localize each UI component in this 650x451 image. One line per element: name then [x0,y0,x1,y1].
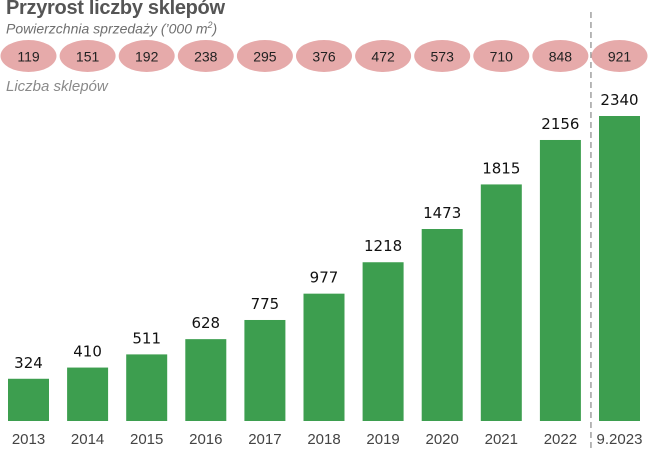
sales-area-ellipse [532,40,589,72]
bar [8,378,49,421]
bar-value-label: 1473 [423,204,461,222]
bar [185,339,227,421]
bar [126,354,168,421]
bar [599,116,640,421]
bar-value-label: 2156 [541,115,579,133]
bar-value-label: 324 [14,354,43,372]
sales-area-ellipse [473,40,530,72]
bar-value-label: 410 [73,343,102,361]
sales-area-value: 710 [490,49,514,65]
bar [303,293,345,421]
chart-subtitle: Powierzchnia sprzedaży (’000 m2) [6,20,217,37]
bar [539,139,581,421]
x-tick-label: 2017 [248,431,281,448]
bar-value-label: 775 [251,295,280,313]
bar-value-label: 1815 [482,159,520,177]
bar [67,367,109,421]
sales-area-value: 192 [135,49,159,65]
sales-area-ellipse [0,40,57,72]
sales-area-value: 151 [76,49,100,65]
subtitle-superscript: 2 [207,20,213,30]
bar-value-label: 977 [310,269,339,287]
sales-area-ellipse [414,40,471,72]
store-count-label: Liczba sklepów [6,78,108,95]
sales-area-value: 295 [253,49,277,65]
sales-area-value: 376 [312,49,336,65]
x-tick-label: 2020 [426,431,459,448]
x-tick-label: 2015 [130,431,163,448]
chart-title: Przyrost liczby sklepów [6,0,225,19]
x-tick-label: 9.2023 [597,431,643,448]
x-tick-label: 2021 [485,431,518,448]
bar-value-label: 2340 [600,91,638,109]
subtitle-text: Powierzchnia sprzedaży (’000 m [6,20,208,37]
x-tick-label: 2018 [307,431,340,448]
bar-value-label: 511 [132,329,161,347]
bar [480,184,522,421]
sales-area-ellipse [591,40,648,72]
subtitle-suffix: ) [212,20,218,37]
bar [421,229,463,421]
sales-area-ellipse [355,40,412,72]
x-tick-label: 2016 [189,431,222,448]
sales-area-value: 573 [431,49,455,65]
sales-area-ellipse [59,40,116,72]
x-tick-label: 2022 [544,431,577,448]
x-tick-label: 2014 [71,431,104,448]
sales-area-ellipse [296,40,352,72]
bar-value-label: 628 [191,314,220,332]
bar [362,262,404,421]
sales-area-ellipse [118,40,175,72]
sales-area-ellipse [236,40,293,72]
sales-area-value: 238 [194,49,218,65]
sales-area-ellipse [177,40,234,72]
sales-area-value: 848 [549,49,573,65]
sales-area-value: 472 [371,49,395,65]
sales-area-value: 921 [608,49,632,65]
bar-value-label: 1218 [364,237,402,255]
sales-area-value: 119 [17,49,40,65]
x-tick-label: 2019 [366,431,399,448]
bar [244,319,286,421]
x-tick-label: 2013 [12,431,45,448]
